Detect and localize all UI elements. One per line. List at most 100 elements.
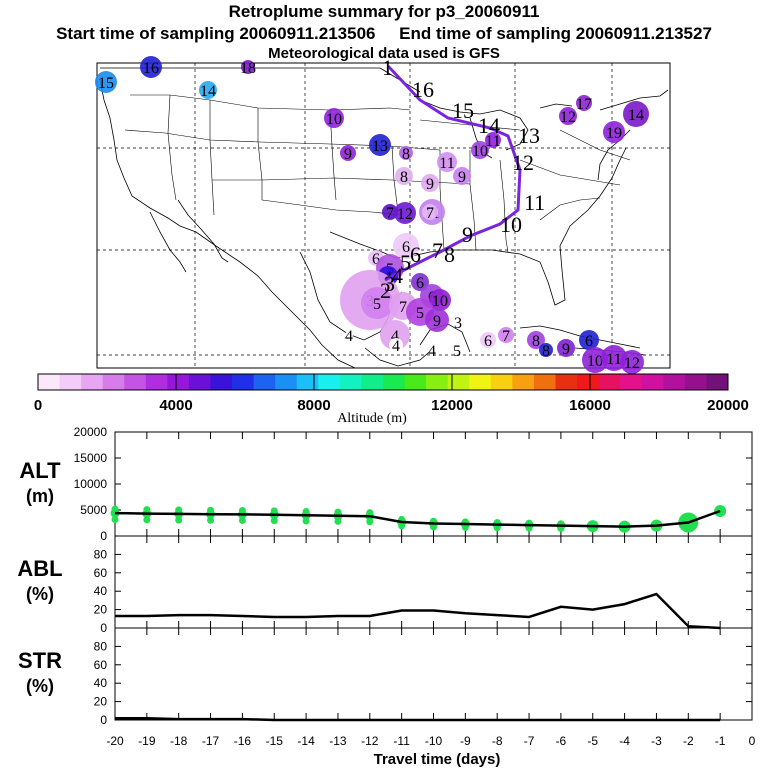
colorbar-segment [38,374,61,390]
cluster-dot [452,316,464,328]
map-panel: 1516141810139891011987121167654661035759… [95,55,671,374]
plume-cluster: 9 [425,308,449,332]
trajectory-day-label: 3 [384,271,395,296]
plume-cluster: 14 [199,81,217,100]
colorbar-segment [663,374,686,390]
alt-dot [334,508,342,516]
cluster-label: 17 [576,96,592,113]
colorbar-tick-label: 0 [34,397,42,414]
cluster-label: 10 [472,143,488,160]
plume-cluster: 8 [399,146,413,163]
plume-cluster: 10 [471,141,489,160]
alt-axis-units: (m) [26,486,54,506]
cluster-label: 4 [428,343,436,360]
cluster-label: 14 [628,107,644,124]
x-tick-label: -18 [170,734,188,748]
met-data-label: Meteorological data used is GFS [268,45,500,62]
colorbar-segment [296,374,319,390]
plume-cluster: 5 [453,343,461,360]
x-tick-label: 0 [749,734,756,748]
alt-dot [366,509,374,517]
cluster-dot [498,327,514,343]
cluster-label: 6 [484,333,492,350]
alt-dot [175,516,183,524]
colorbar-tick-label: 12000 [431,397,473,414]
colorbar-segment [490,374,513,390]
colorbar-tick-label: 20000 [707,397,749,414]
cluster-dot [382,204,398,220]
cluster-label: 12 [624,355,640,372]
colorbar-segment [447,374,470,390]
plume-cluster: 7 [498,327,514,345]
x-tick-label: -8 [492,734,503,748]
alt-dot [270,517,278,525]
y-tick-label: 0 [100,529,107,543]
y-tick-label: 40 [94,676,108,690]
cluster-dot [557,339,575,357]
trajectory-day-label: 12 [512,150,534,175]
colorbar-segment [167,374,190,390]
alt-dot [302,507,310,515]
plume-cluster: 12 [620,350,644,374]
x-tick-label: -20 [106,734,124,748]
x-axis-label: Travel time (days) [374,751,501,768]
colorbar-segment [232,374,255,390]
alt-dot [207,516,215,524]
colorbar-segment [555,374,578,390]
plume-cluster: 6 [411,273,429,292]
cluster-label: 8 [542,343,550,360]
trajectory-day-label: 6 [410,242,421,267]
plume-cluster: 7 [422,204,438,222]
plume-cluster: 18 [240,60,256,77]
cluster-label: 5 [453,343,461,360]
cluster-label: 9 [433,313,441,330]
cluster-dot [395,167,413,185]
cluster-label: 19 [606,125,622,142]
y-tick-label: 60 [94,566,108,580]
cluster-label: 5 [416,305,424,322]
cluster-dot [95,71,117,93]
cluster-label: 9 [344,146,352,163]
cluster-dot [453,346,461,354]
alt-series-line [114,509,721,528]
time-series-panels: 20000 15000 10000 5000 0 ALT (m) 80 60 40 20 0 ABL (%… [17,425,755,768]
colorbar-segment [620,374,643,390]
colorbar: 0 4000 8000 12000 16000 20000 Altitude (m) [34,373,749,426]
x-tick-label: -12 [361,734,379,748]
cluster-dot [369,134,391,156]
trajectory-day-label: 14 [478,113,500,138]
cluster-dot [422,204,438,220]
alt-dot [334,517,342,525]
colorbar-segment [361,374,384,390]
plume-cluster: 15 [95,71,117,93]
plume-cluster: 8 [539,343,553,360]
trajectory-day-label: 15 [452,98,474,123]
cluster-dot [437,152,457,172]
plume-cluster: 12 [394,202,416,224]
cluster-dot [559,107,577,125]
cluster-label: 8 [402,146,410,163]
colorbar-segment [102,374,125,390]
colorbar-segment [188,374,211,390]
colorbar-segment [706,374,729,390]
cluster-dot [421,174,439,192]
start-time-label: Start time of sampling 20060911.213506 [56,24,376,43]
x-tick-label: -9 [460,734,471,748]
cluster-dot [399,146,413,160]
cluster-dot [527,331,545,349]
y-tick-label: 20000 [74,425,108,439]
cluster-label: 7 [386,205,394,222]
abl-axis-label: ABL [17,556,62,581]
cluster-dot [576,95,592,111]
cluster-label: 18 [240,60,256,77]
y-tick-label: 15000 [74,451,108,465]
colorbar-segment [81,374,104,390]
colorbar-segment [469,374,492,390]
cluster-label: 7 [502,328,510,345]
plume-cluster: 17 [576,95,592,113]
alt-dot [525,524,533,532]
trajectory-day-label: 13 [518,123,540,148]
y-tick-label: 80 [94,639,108,653]
alt-dot [175,506,183,514]
trajectory-day-label: 10 [500,212,522,237]
